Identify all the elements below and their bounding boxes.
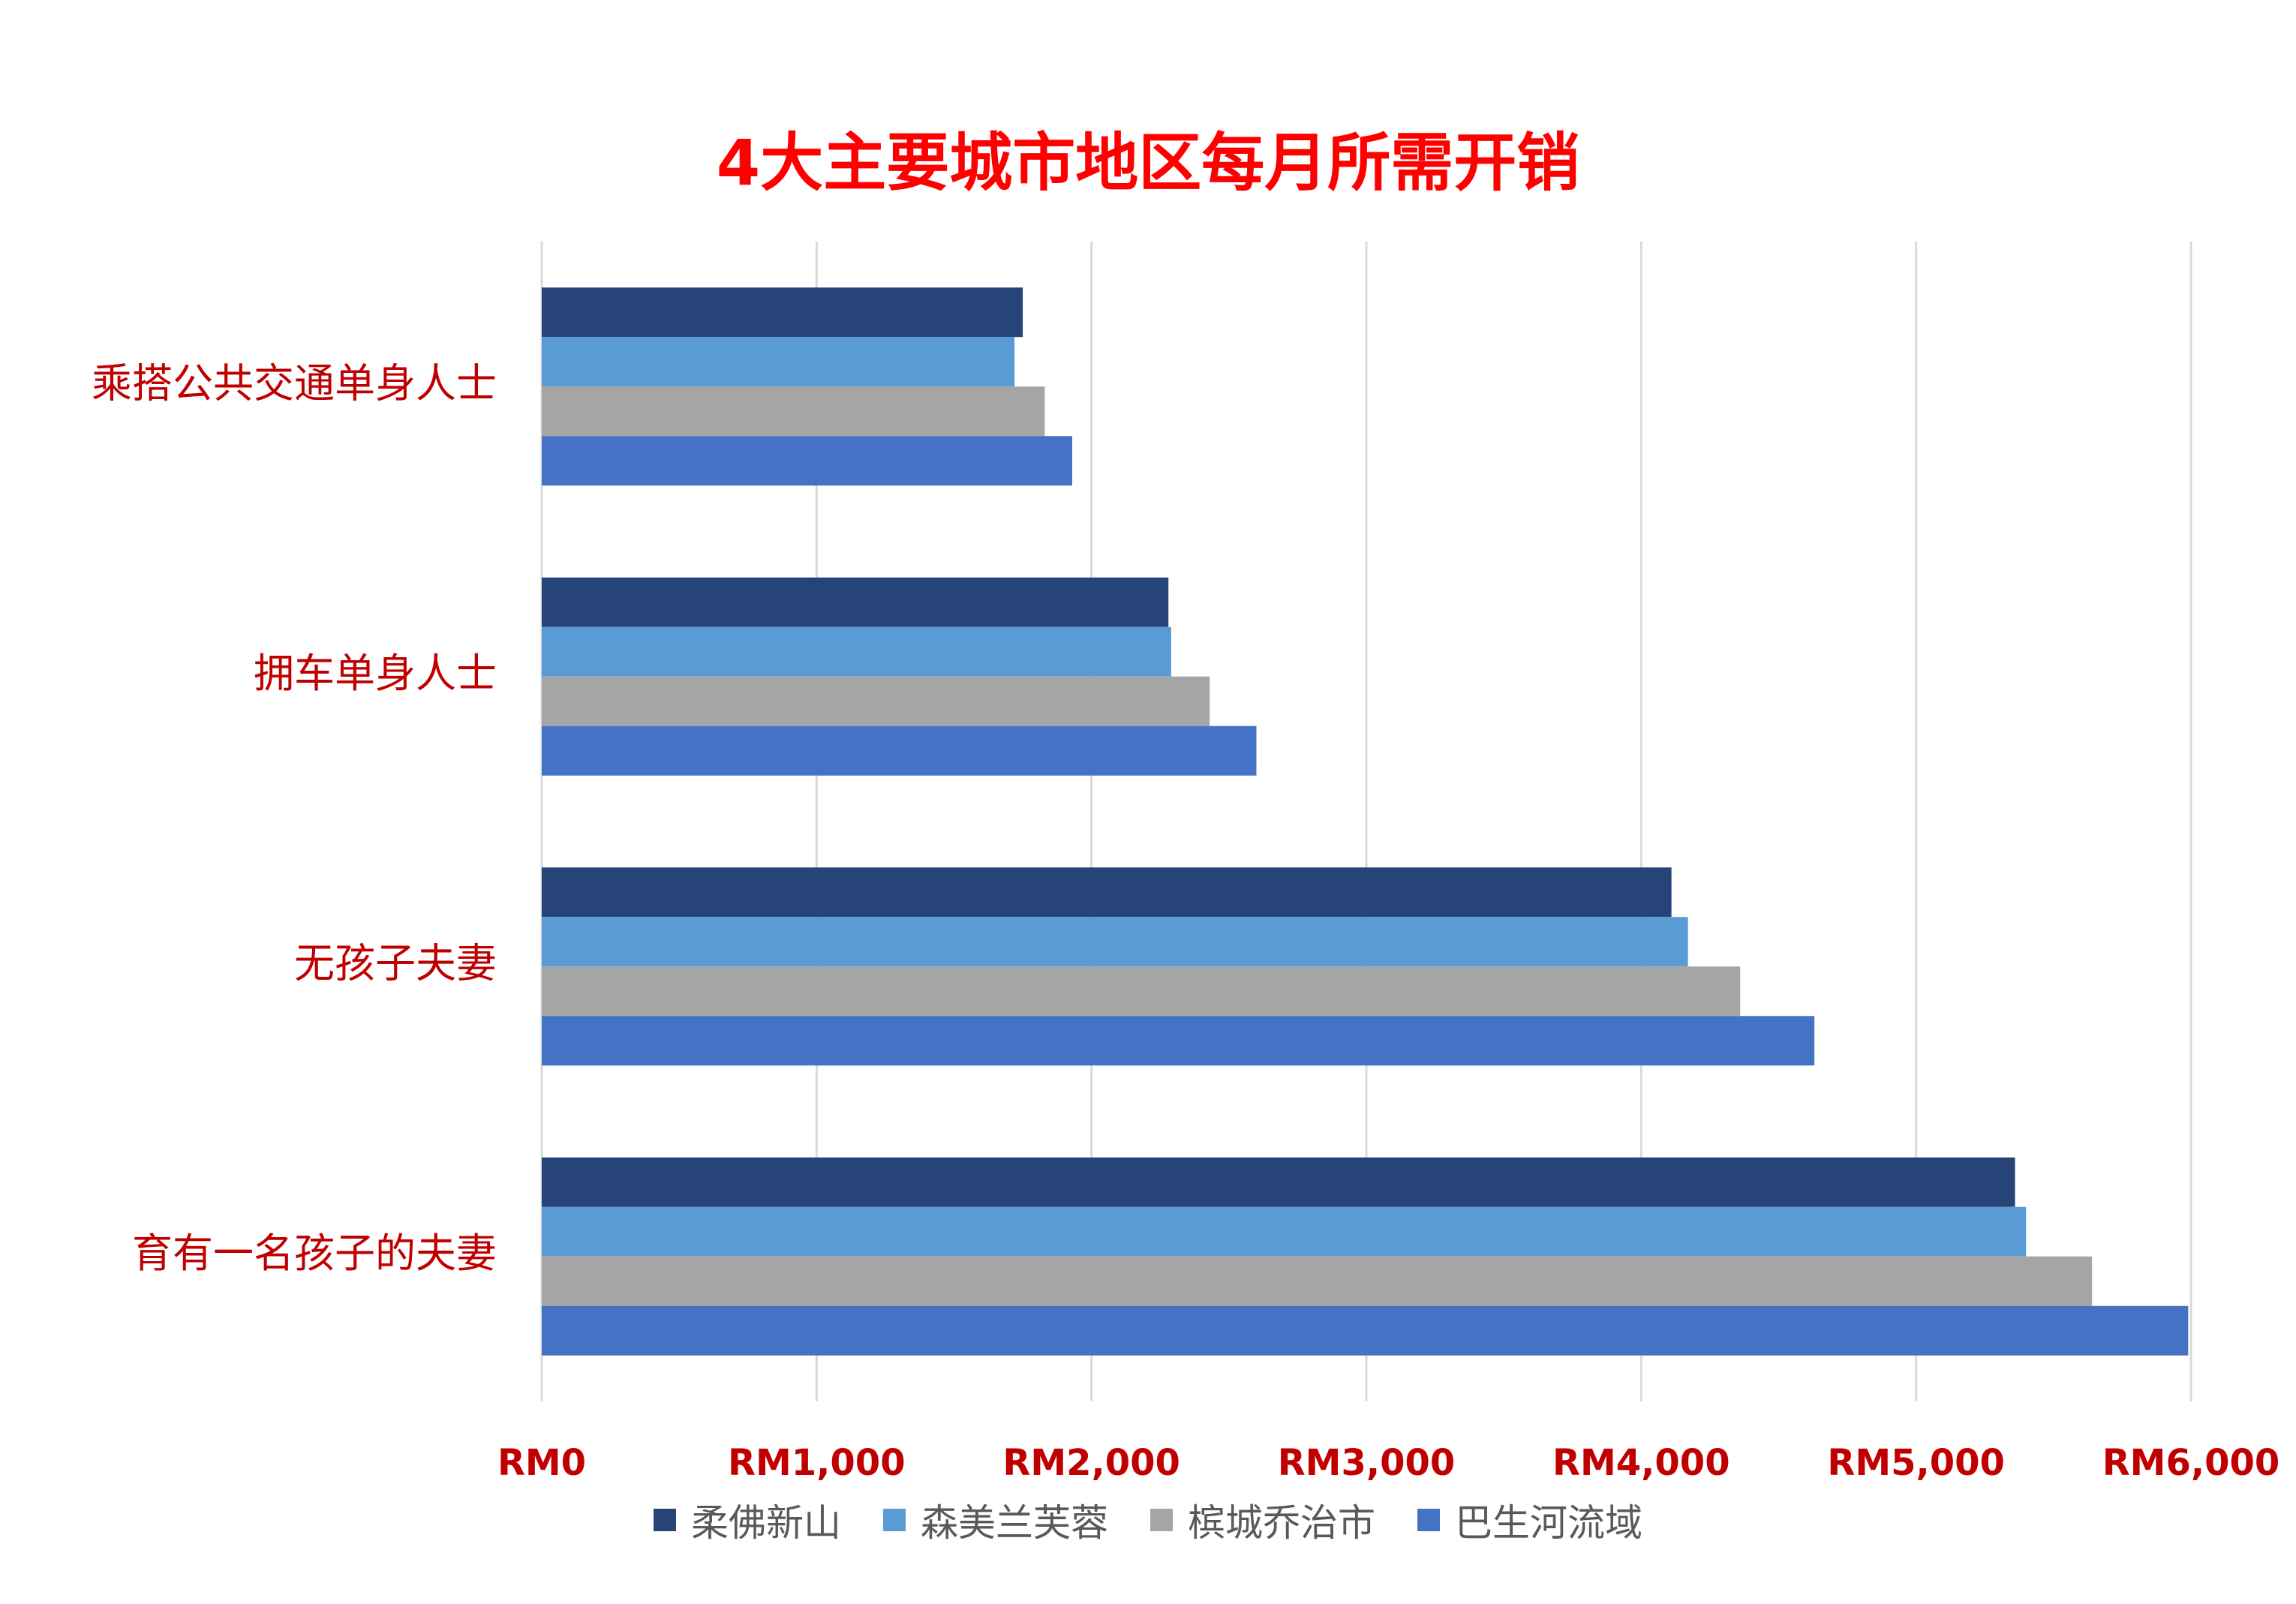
legend-label: 槟城乔治市 xyxy=(1188,1501,1375,1545)
category-label: 乘搭公共交通单身人士 xyxy=(92,359,497,407)
legend-item: 巴生河流域 xyxy=(1417,1493,1642,1547)
x-tick-label: RM6,000 xyxy=(2102,1442,2280,1484)
bar xyxy=(542,676,1210,726)
x-tick-label: RM0 xyxy=(497,1442,586,1484)
bar xyxy=(542,1016,1815,1066)
legend-swatch xyxy=(654,1509,676,1531)
bar xyxy=(542,337,1015,387)
category-label: 育有一名孩子的夫妻 xyxy=(132,1230,497,1277)
bar xyxy=(542,436,1073,486)
legend-item: 槟城乔治市 xyxy=(1150,1493,1375,1547)
legend-item: 柔佛新山 xyxy=(654,1493,841,1547)
legend-label: 柔佛新山 xyxy=(691,1501,841,1545)
bar xyxy=(542,1206,2027,1257)
x-tick-label: RM1,000 xyxy=(728,1442,906,1484)
bar xyxy=(542,287,1023,338)
category-label: 无孩子夫妻 xyxy=(294,939,497,987)
legend-label: 森美兰芙蓉 xyxy=(921,1501,1108,1545)
category-label: 拥车单身人士 xyxy=(254,650,497,697)
x-tick-label: RM5,000 xyxy=(1827,1442,2005,1484)
legend-swatch xyxy=(883,1509,906,1531)
bar xyxy=(542,1157,2015,1207)
legend: 柔佛新山 森美兰芙蓉 槟城乔治市 巴生河流域 xyxy=(0,1493,2296,1547)
legend-swatch xyxy=(1417,1509,1440,1531)
bar xyxy=(542,386,1045,437)
bar xyxy=(542,917,1688,967)
bar xyxy=(542,1256,2093,1306)
legend-swatch xyxy=(1150,1509,1173,1531)
bar xyxy=(542,626,1171,677)
legend-item: 森美兰芙蓉 xyxy=(883,1493,1108,1547)
legend-label: 巴生河流域 xyxy=(1455,1501,1642,1545)
bar xyxy=(542,1305,2189,1356)
x-tick-label: RM2,000 xyxy=(1002,1442,1180,1484)
bar xyxy=(542,725,1257,776)
x-tick-label: RM3,000 xyxy=(1278,1442,1456,1484)
chart-title: 4大主要城市地区每月所需开销 xyxy=(716,126,1580,200)
x-tick-label: RM4,000 xyxy=(1552,1442,1730,1484)
bar xyxy=(542,577,1169,627)
bar xyxy=(542,867,1672,918)
bar xyxy=(542,966,1741,1017)
